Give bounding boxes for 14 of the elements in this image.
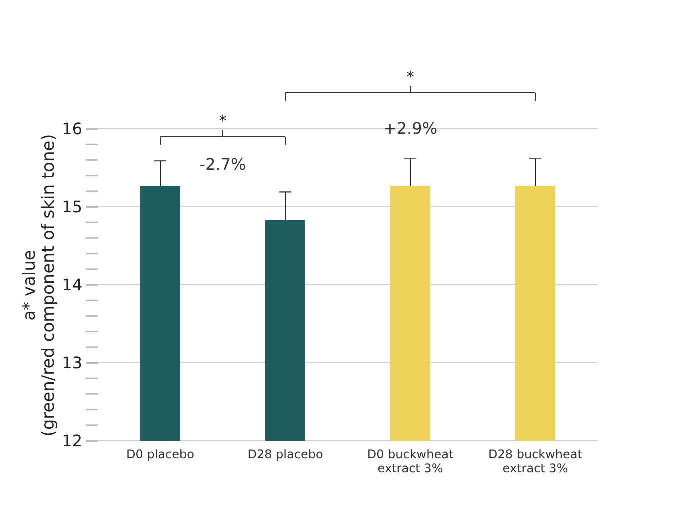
y-tick-label: 15 (62, 198, 82, 216)
y-tick-label: 14 (62, 276, 82, 294)
y-axis-title: a* value (green/red component of skin tone) (20, 134, 60, 437)
y-tick-label: 13 (62, 354, 82, 372)
x-tick-label: D0 buckwheat extract 3% (367, 448, 454, 476)
annotation: * (219, 112, 228, 130)
y-tick-label: 12 (62, 432, 82, 450)
x-tick-label: D28 placebo (248, 448, 324, 462)
annotation: +2.9% (383, 119, 438, 138)
x-tick-label: D0 placebo (126, 448, 194, 462)
annotation: -2.7% (200, 155, 246, 174)
text: * (406, 68, 415, 86)
y-tick-label: 16 (62, 120, 82, 138)
x-tick-label: D28 buckwheat extract 3% (488, 448, 583, 476)
